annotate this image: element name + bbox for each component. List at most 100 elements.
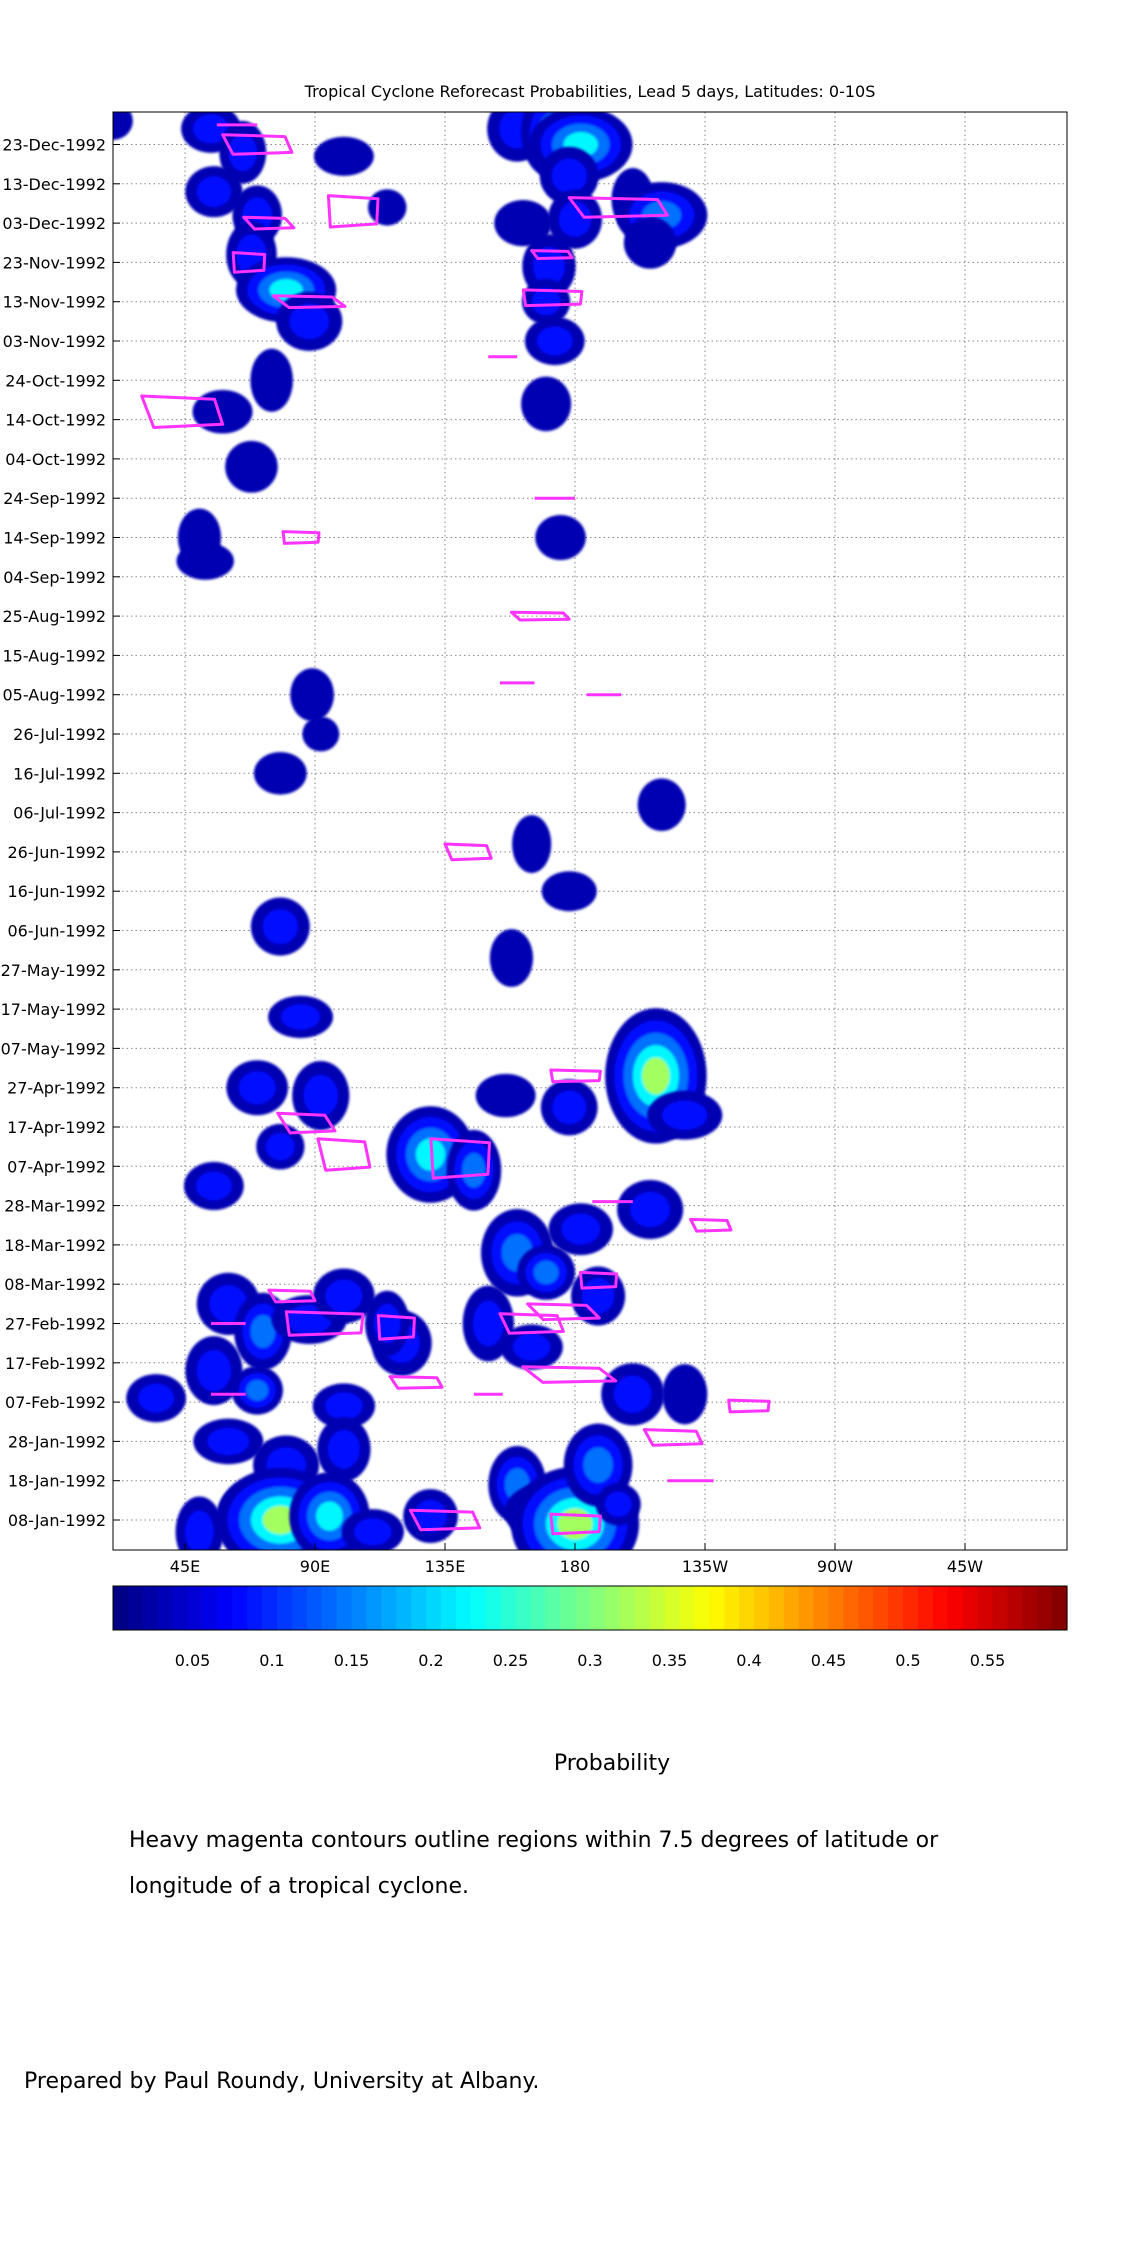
colorbar-swatch <box>306 1586 323 1630</box>
probability-level <box>325 1279 363 1313</box>
colorbar-swatch <box>291 1586 308 1630</box>
probability-level <box>238 1071 276 1105</box>
colorbar-swatch <box>336 1586 353 1630</box>
probability-cell <box>521 376 572 432</box>
y-tick-label: 18-Mar-1992 <box>4 1236 106 1255</box>
colorbar-swatch <box>426 1586 442 1630</box>
colorbar-swatch <box>649 1586 666 1630</box>
probability-cell <box>290 668 334 722</box>
colorbar-swatch <box>873 1586 889 1630</box>
probability-level <box>265 1132 295 1161</box>
colorbar-swatch <box>1037 1586 1053 1630</box>
probability-level <box>561 1213 601 1245</box>
probability-cell <box>175 1496 224 1550</box>
tc-contour <box>316 1137 372 1172</box>
colorbar-label: Probability <box>554 1751 670 1776</box>
probability-cell <box>313 1268 375 1324</box>
colorbar-swatch <box>351 1586 368 1630</box>
y-tick-label: 16-Jun-1992 <box>7 882 106 901</box>
y-tick-label: 08-Jan-1992 <box>8 1511 106 1530</box>
probability-level <box>113 112 133 140</box>
probability-level <box>604 1491 632 1518</box>
probability-level <box>512 815 552 873</box>
tc-contour <box>530 249 574 260</box>
colorbar-tick-label: 0.25 <box>493 1651 529 1670</box>
probability-cell <box>256 1123 305 1170</box>
y-tick-label: 26-Jul-1992 <box>13 725 106 744</box>
y-tick-label: 07-Feb-1992 <box>5 1393 106 1412</box>
probability-level <box>327 1429 360 1469</box>
probability-level <box>196 176 232 207</box>
tc-contour <box>549 1512 602 1536</box>
y-tick-label: 26-Jun-1992 <box>7 843 106 862</box>
tc-contour <box>140 394 225 429</box>
colorbar-swatch <box>1007 1586 1023 1630</box>
colorbar-swatch <box>515 1586 531 1630</box>
tc-contour <box>388 1375 444 1390</box>
y-tick-label: 03-Nov-1992 <box>3 332 106 351</box>
x-tick-label: 180 <box>560 1557 591 1576</box>
chart-title: Tropical Cyclone Reforecast Probabilitie… <box>304 82 876 101</box>
probability-cell <box>367 189 407 226</box>
y-tick-label: 05-Aug-1992 <box>2 686 106 705</box>
colorbar-tick-label: 0.5 <box>895 1651 920 1670</box>
x-tick-label: 135E <box>425 1557 466 1576</box>
probability-cell <box>403 1489 458 1544</box>
probability-cell <box>535 514 586 561</box>
colorbar-swatch <box>590 1586 606 1630</box>
colorbar-swatch <box>962 1586 979 1630</box>
y-tick-label: 27-Apr-1992 <box>7 1079 106 1098</box>
tc-contours <box>140 123 771 1536</box>
colorbar-swatch <box>828 1586 845 1630</box>
probability-cell <box>500 1324 563 1370</box>
probability-cell <box>617 1180 684 1240</box>
colorbar-swatch <box>575 1586 591 1630</box>
colorbar-swatch <box>739 1586 755 1630</box>
probability-cell <box>623 216 677 269</box>
y-tick-label: 24-Sep-1992 <box>3 489 106 508</box>
probability-cell <box>548 1203 613 1256</box>
colorbar-frame <box>112 1585 1068 1631</box>
colorbar-swatch <box>634 1586 651 1630</box>
colorbar-swatch <box>470 1586 487 1630</box>
colorbar-swatch <box>202 1586 218 1630</box>
colorbar-swatch <box>485 1586 502 1630</box>
colorbar-swatch <box>679 1586 695 1630</box>
y-tick-label: 15-Aug-1992 <box>2 646 106 665</box>
probability-cell <box>185 166 243 218</box>
tc-contour <box>642 1428 704 1447</box>
probability-level <box>583 1447 613 1483</box>
x-tick-label: 90E <box>300 1557 330 1576</box>
probability-level <box>536 326 573 356</box>
colorbar-swatch <box>455 1586 472 1630</box>
probability-cell <box>268 995 334 1039</box>
tc-contour <box>521 1365 618 1384</box>
probability-level <box>613 1375 652 1413</box>
colorbar-swatch <box>783 1586 800 1630</box>
tc-contour <box>326 194 380 229</box>
x-tick-label: 45E <box>170 1557 200 1576</box>
y-axis: 08-Jan-1992 18-Jan-1992 28-Jan-1992 07-Feb-… <box>1 136 120 1530</box>
probability-cell <box>489 929 534 987</box>
probability-level <box>313 136 374 176</box>
probability-level <box>196 1349 232 1392</box>
probability-level <box>533 1260 559 1285</box>
plot-frame <box>112 111 1068 1551</box>
colorbar-swatch <box>127 1586 144 1630</box>
tc-contour <box>221 133 294 156</box>
probability-level <box>195 1171 232 1201</box>
credit-text: Prepared by Paul Roundy, University at A… <box>24 2069 540 2094</box>
y-tick-label: 08-Mar-1992 <box>4 1275 106 1294</box>
tc-contour <box>727 1398 771 1414</box>
tc-contour <box>579 1270 619 1290</box>
probability-level <box>250 348 293 412</box>
probability-cell <box>662 1364 708 1425</box>
probability-level <box>475 1073 536 1118</box>
y-tick-label: 17-Apr-1992 <box>7 1118 106 1137</box>
colorbar-tick-label: 0.3 <box>577 1651 602 1670</box>
y-tick-label: 28-Jan-1992 <box>8 1432 106 1451</box>
probability-cell <box>225 440 278 493</box>
colorbar-swatch <box>262 1586 278 1630</box>
probability-cell <box>462 1285 514 1362</box>
colorbar-swatch <box>440 1586 457 1630</box>
